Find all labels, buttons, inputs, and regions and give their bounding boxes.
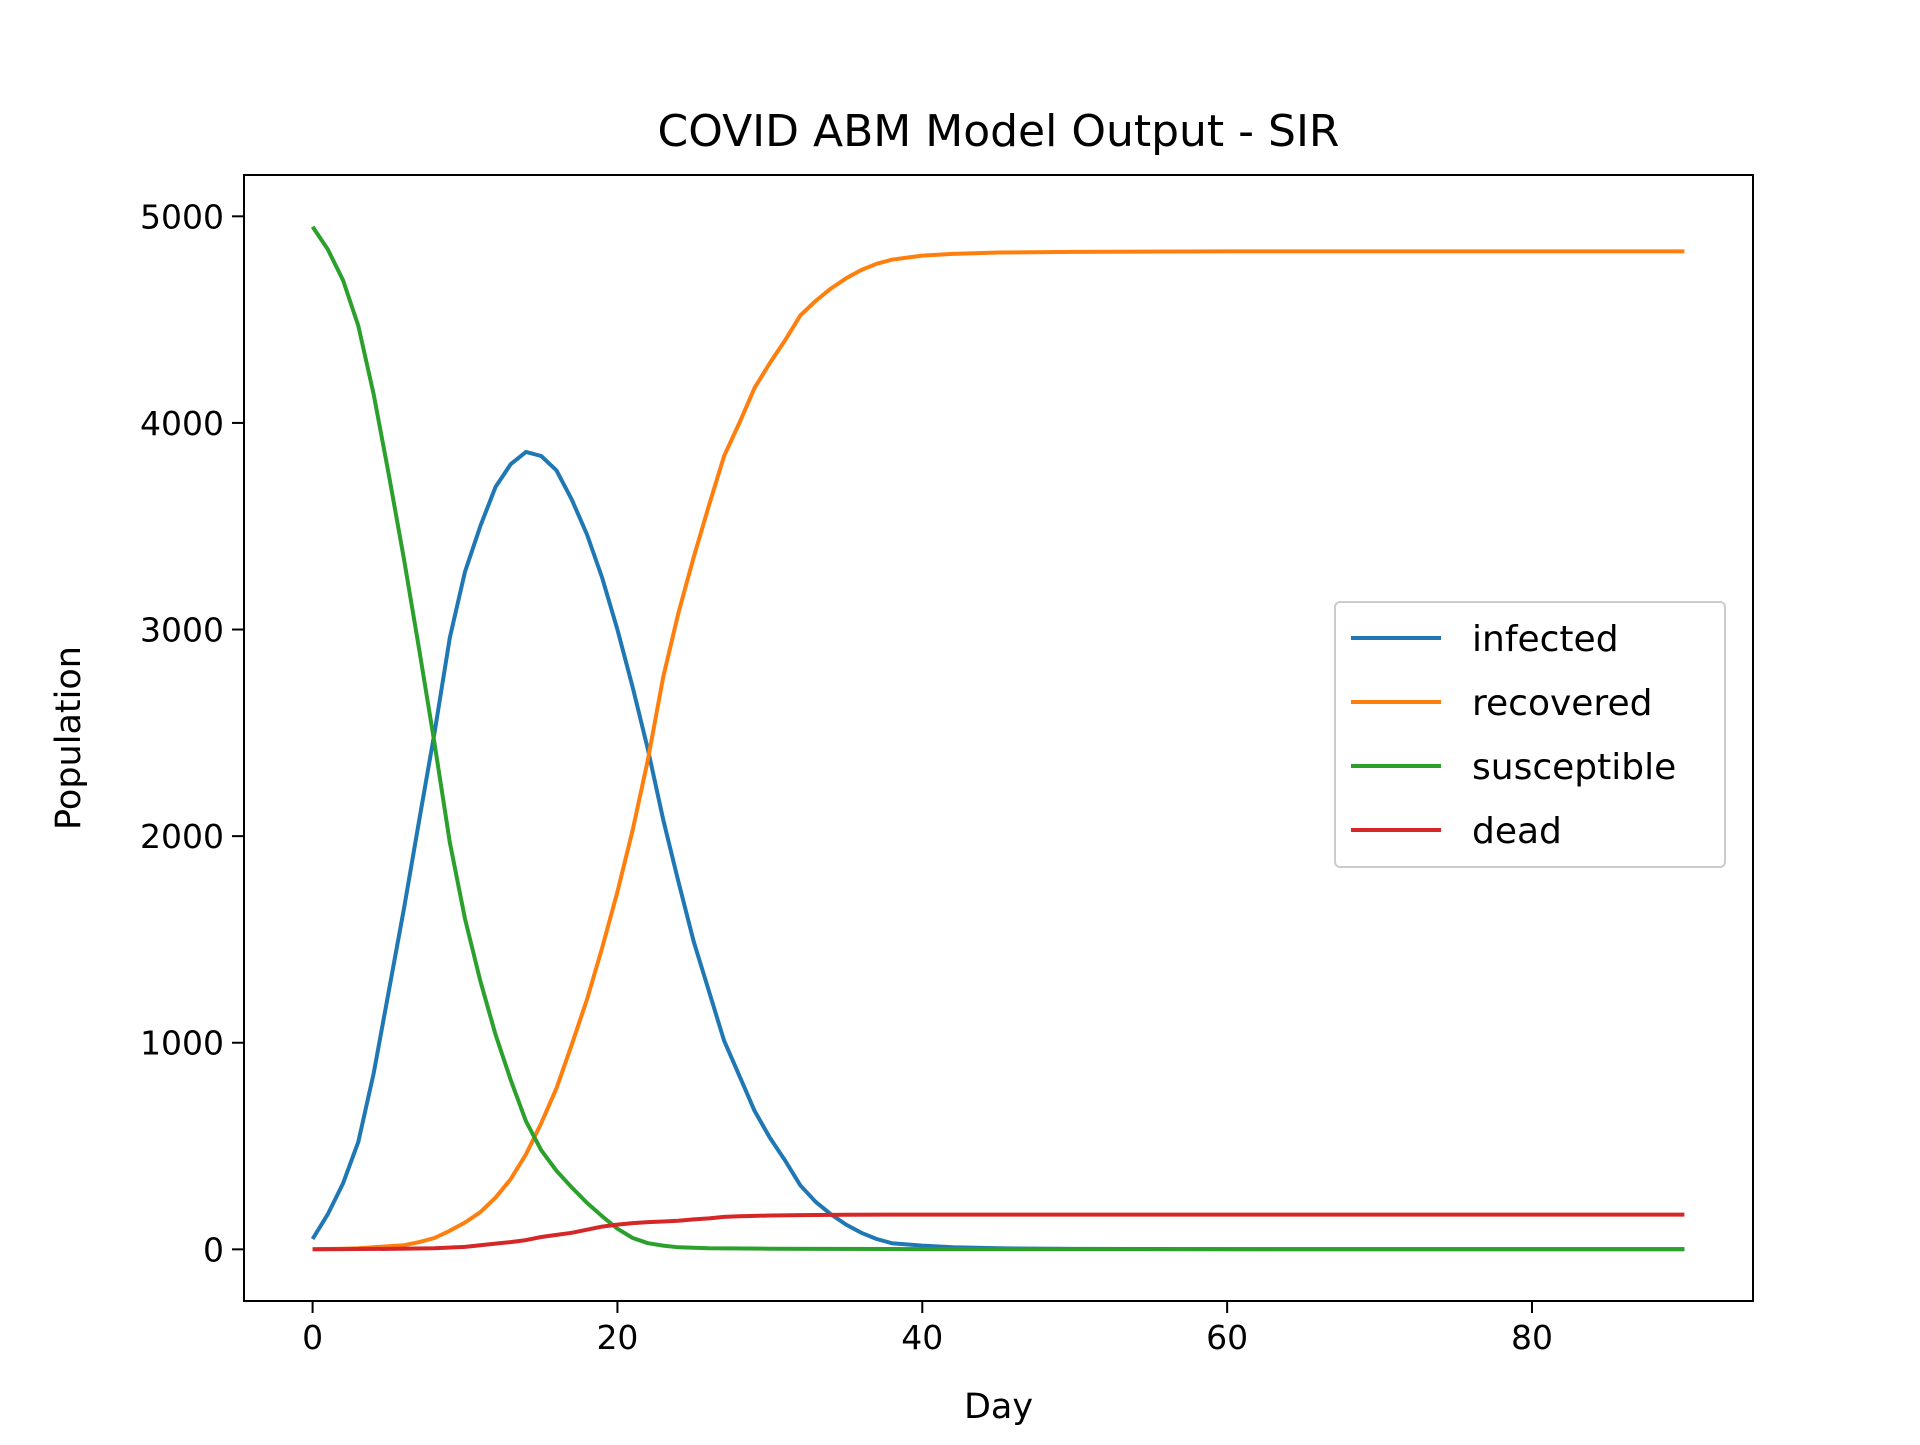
x-tick-label: 40 <box>901 1318 943 1357</box>
x-tick-label: 0 <box>302 1318 323 1357</box>
x-tick-label: 60 <box>1206 1318 1248 1357</box>
y-axis-label: Population <box>49 646 89 830</box>
chart-title: COVID ABM Model Output - SIR <box>657 106 1339 157</box>
series-line-recovered <box>312 249 1685 1252</box>
plot-area-frame <box>243 174 1754 1302</box>
y-tick-label: 0 <box>203 1230 224 1269</box>
legend: infected recovered susceptible dead <box>1334 601 1726 868</box>
axis-ticks: 0 20 40 60 80 0 1000 2000 3000 4000 5000 <box>140 197 1553 1357</box>
x-tick-label: 20 <box>596 1318 638 1357</box>
series-line-dead <box>312 1212 1685 1252</box>
y-tick-label: 2000 <box>140 817 224 856</box>
legend-label-infected: infected <box>1472 619 1619 660</box>
y-tick-label: 5000 <box>140 197 224 236</box>
legend-label-recovered: recovered <box>1472 683 1652 724</box>
legend-label-dead: dead <box>1472 811 1562 852</box>
series-line-susceptible <box>310 225 1685 1252</box>
y-tick-label: 1000 <box>140 1024 224 1063</box>
x-tick-label: 80 <box>1511 1318 1553 1357</box>
y-tick-label: 3000 <box>140 611 224 650</box>
legend-box <box>1334 601 1726 868</box>
legend-label-susceptible: susceptible <box>1472 747 1676 788</box>
series-lines <box>310 225 1685 1252</box>
y-tick-label: 4000 <box>140 404 224 443</box>
x-axis-label: Day <box>964 1387 1033 1427</box>
